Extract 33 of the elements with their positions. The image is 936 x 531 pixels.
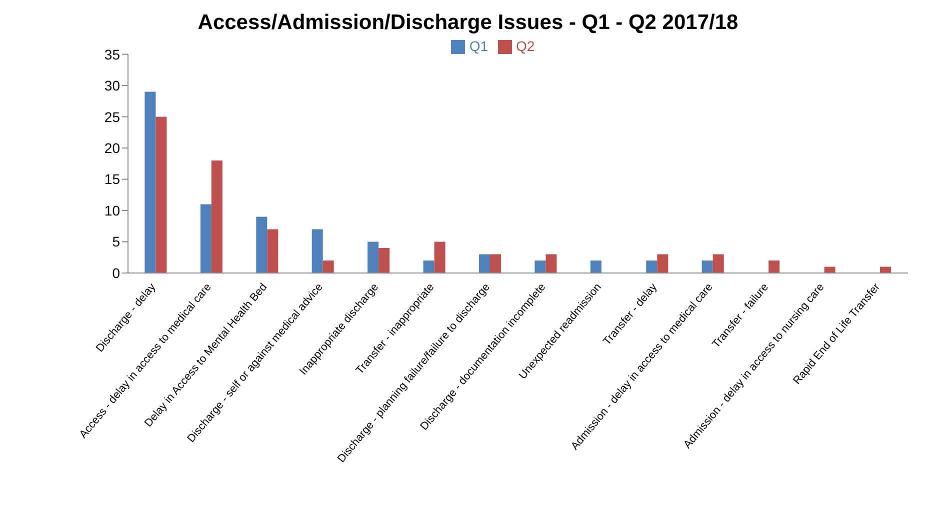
y-tick-label: 25: [104, 108, 120, 125]
y-tick-label: 20: [104, 140, 120, 156]
y-tick-label: 15: [104, 171, 120, 188]
bar: [546, 254, 557, 273]
bar: [144, 92, 156, 273]
bar: [646, 260, 658, 273]
bar: [590, 260, 602, 273]
bar: [702, 260, 713, 273]
bar: [368, 242, 379, 273]
bar: [267, 229, 278, 273]
bar: [534, 260, 546, 273]
bar: [256, 216, 268, 273]
bar: [211, 160, 222, 273]
y-tick-label: 5: [112, 234, 120, 250]
bar: [657, 254, 668, 273]
legend-label: Q1: [469, 38, 488, 54]
bar: [434, 242, 446, 273]
y-tick-label: 10: [104, 202, 120, 218]
y-tick-label: 30: [104, 78, 120, 94]
bar: [156, 116, 167, 273]
bar: [312, 229, 323, 273]
bar: [200, 204, 212, 273]
legend-label: Q2: [516, 38, 535, 54]
chart-title: Access/Admission/Discharge Issues - Q1 - Q2 2017/18: [196, 10, 740, 36]
y-tick-label: 0: [112, 264, 120, 281]
y-tick-label: 35: [104, 46, 120, 62]
bar: [423, 260, 434, 273]
bar: [712, 254, 724, 273]
bar: [378, 248, 390, 273]
bar: [322, 260, 334, 273]
bar: [479, 254, 490, 273]
bar: [768, 260, 780, 273]
bar: [490, 254, 501, 273]
